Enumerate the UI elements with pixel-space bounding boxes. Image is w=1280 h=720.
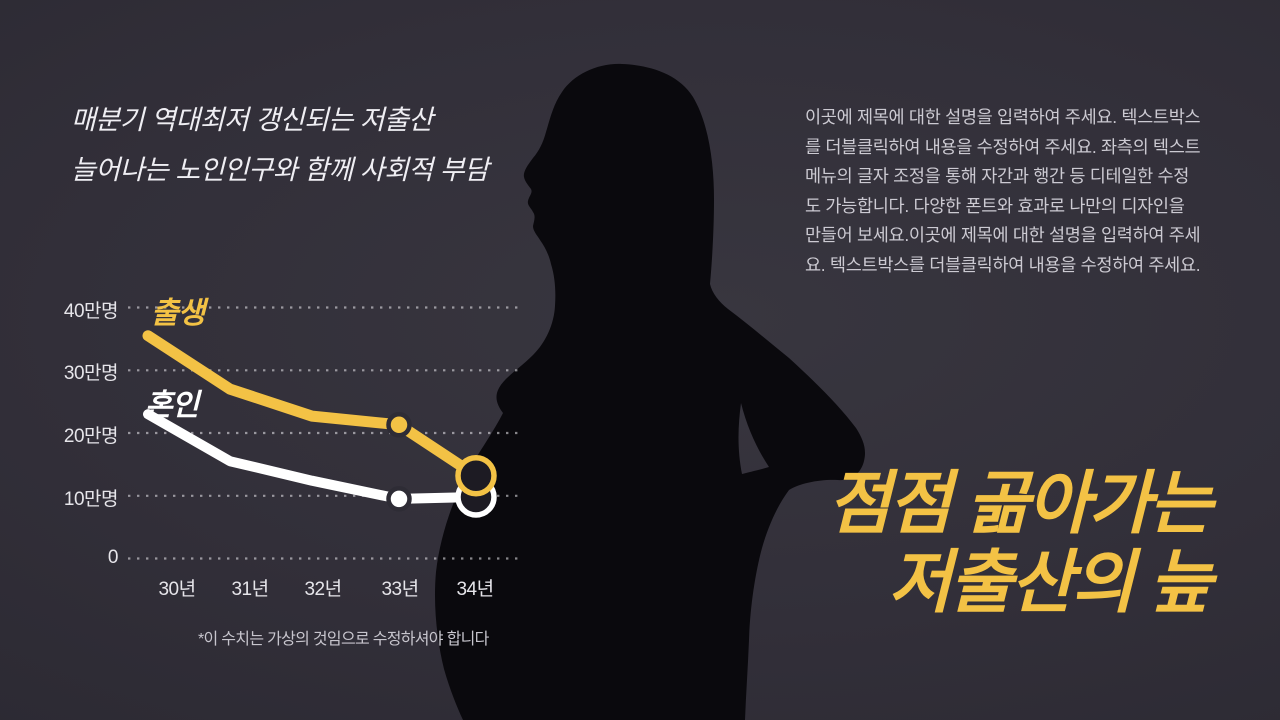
ring-marker: [455, 454, 497, 497]
y-tick-label: 40만명: [63, 300, 119, 322]
x-tick-label: 31년: [231, 579, 269, 600]
headline: 매분기 역대최저 갱신되는 저출산 늘어나는 노인인구와 함께 사회적 부담: [71, 95, 489, 195]
dot-marker: [386, 412, 412, 438]
x-tick-label: 32년: [304, 579, 342, 600]
line-series: [143, 409, 481, 504]
legend-marriage-label: 혼인: [145, 389, 199, 422]
chart-footnote: *이 수치는 가상의 것임으로 수정하셔야 합니다: [198, 631, 489, 648]
main-title: 점점 곪아가는 저출산의 늪: [827, 464, 1212, 622]
y-tick-label: 30만명: [63, 363, 119, 385]
headline-line1: 매분기 역대최저 갱신되는 저출산: [71, 105, 433, 135]
ring-marker: [455, 476, 497, 518]
x-tick-label: 33년: [381, 579, 419, 600]
y-tick-label: 10만명: [63, 488, 119, 510]
dot-marker: [386, 486, 412, 512]
y-tick-label: 0: [107, 546, 119, 568]
main-title-line1: 점점 곪아가는: [827, 465, 1212, 542]
headline-line2: 늘어나는 노인인구와 함께 사회적 부담: [71, 155, 489, 185]
main-title-line2: 저출산의 늪: [888, 544, 1212, 621]
x-tick-label: 34년: [456, 579, 494, 600]
y-tick-label: 20만명: [63, 426, 119, 447]
legend-birth-label: 출생: [151, 297, 205, 330]
x-tick-label: 30년: [158, 579, 196, 600]
description-paragraph: 이곳에 제목에 대한 설명을 입력하여 주세요. 텍스트박스를 더블클릭하여 내…: [805, 107, 1201, 275]
